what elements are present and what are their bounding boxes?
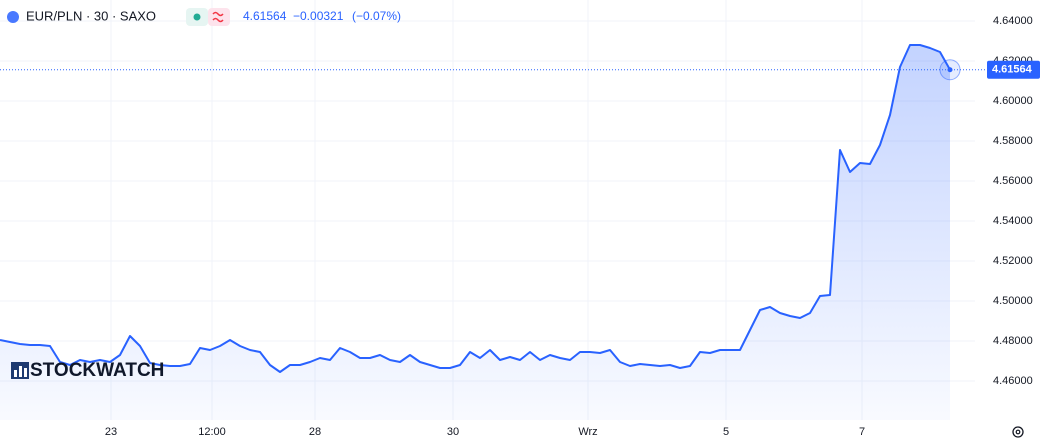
plot [0, 44, 985, 420]
symbol: EUR/PLN · 30 · SAXO [26, 8, 156, 23]
x-tick-label: 30 [447, 426, 459, 438]
last-price-box [987, 60, 1040, 79]
y-tick-label: 4.50000 [993, 295, 1033, 307]
y-tick-label: 4.60000 [993, 95, 1033, 107]
compare-icon [212, 11, 224, 23]
y-tick-label: 4.46000 [993, 375, 1033, 387]
y-tick-label: 4.56000 [993, 175, 1033, 187]
header-change: −0.00321 [293, 9, 344, 23]
area [0, 45, 950, 420]
settings-icon [1015, 429, 1021, 435]
y-tick-label: 4.52000 [993, 255, 1033, 267]
y-tick-label: 4.48000 [993, 335, 1033, 347]
compare-button[interactable] [208, 8, 230, 26]
watermark-icon [11, 362, 29, 379]
header-change-pct: (−0.07%) [352, 9, 401, 23]
y-tick-label: 4.58000 [993, 135, 1033, 147]
x-tick-label: 23 [105, 426, 117, 438]
x-tick-label: Wrz [578, 426, 597, 438]
settings-button[interactable] [1012, 426, 1024, 438]
x-tick-label: 28 [309, 426, 321, 438]
y-tick-label: 4.64000 [993, 15, 1033, 27]
x-tick-label: 12:00 [198, 426, 226, 438]
symbol-icon [7, 11, 19, 23]
status-dot [193, 13, 201, 21]
last-price-label: 4.61564 [992, 64, 1033, 76]
y-tick-label: 4.54000 [993, 215, 1033, 227]
watermark: STOCKWATCH [30, 360, 164, 381]
x-tick-label: 7 [859, 426, 865, 438]
last-point [947, 67, 953, 73]
line [0, 44, 951, 373]
x-tick-label: 5 [723, 426, 729, 438]
header-price: 4.61564 [243, 9, 287, 23]
